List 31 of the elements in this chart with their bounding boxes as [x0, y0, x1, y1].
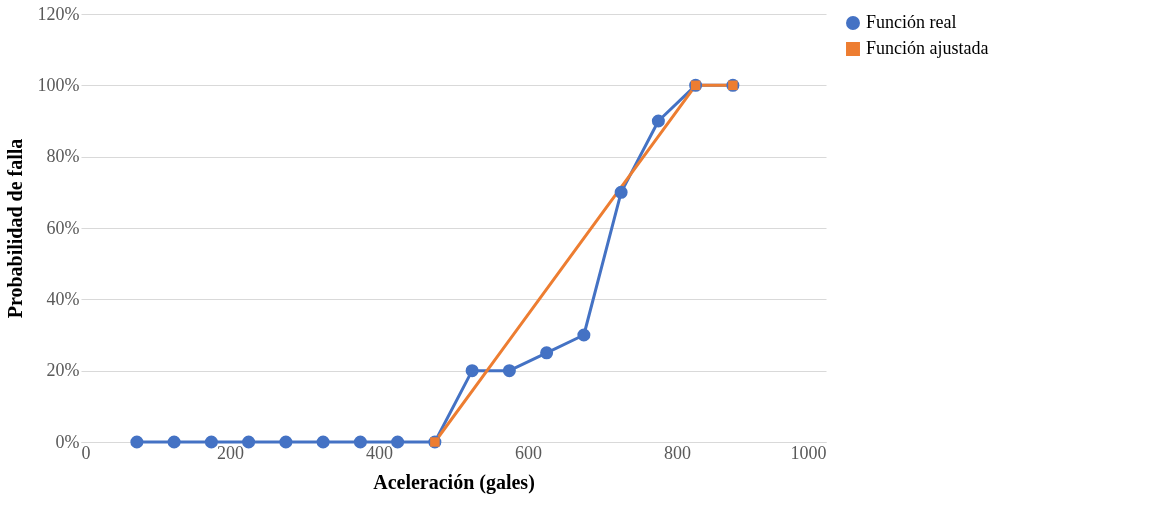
point — [279, 435, 293, 449]
y-tick-label: 20% — [46, 360, 80, 381]
y-tick-label: 80% — [46, 146, 80, 167]
legend-label: Función real — [866, 12, 957, 32]
point — [353, 435, 367, 449]
y-tick-label: 40% — [46, 288, 80, 309]
x-tick-label: 1000 — [790, 442, 827, 463]
x-tick-label: 600 — [515, 442, 542, 463]
point — [167, 435, 181, 449]
point — [204, 435, 218, 449]
y-axis-title: Probabilidad de falla — [3, 138, 26, 319]
point — [614, 185, 628, 199]
point — [391, 435, 405, 449]
y-tick-label: 120% — [37, 3, 80, 24]
y-tick-label: 60% — [46, 217, 80, 238]
x-tick-label: 400 — [366, 442, 393, 463]
point — [316, 435, 330, 449]
point — [130, 435, 144, 449]
point — [540, 346, 554, 360]
point — [502, 364, 516, 378]
point — [242, 435, 256, 449]
legend-label: Función ajustada — [866, 38, 989, 58]
x-tick-label: 200 — [217, 442, 244, 463]
y-tick-label: 0% — [55, 431, 80, 452]
y-tick-label: 100% — [37, 74, 80, 95]
point — [465, 364, 479, 378]
x-tick-label: 0 — [81, 442, 91, 463]
point — [577, 328, 591, 342]
x-tick-label: 800 — [664, 442, 691, 463]
x-axis-title: Aceleración (gales) — [373, 470, 535, 494]
point — [651, 114, 665, 128]
